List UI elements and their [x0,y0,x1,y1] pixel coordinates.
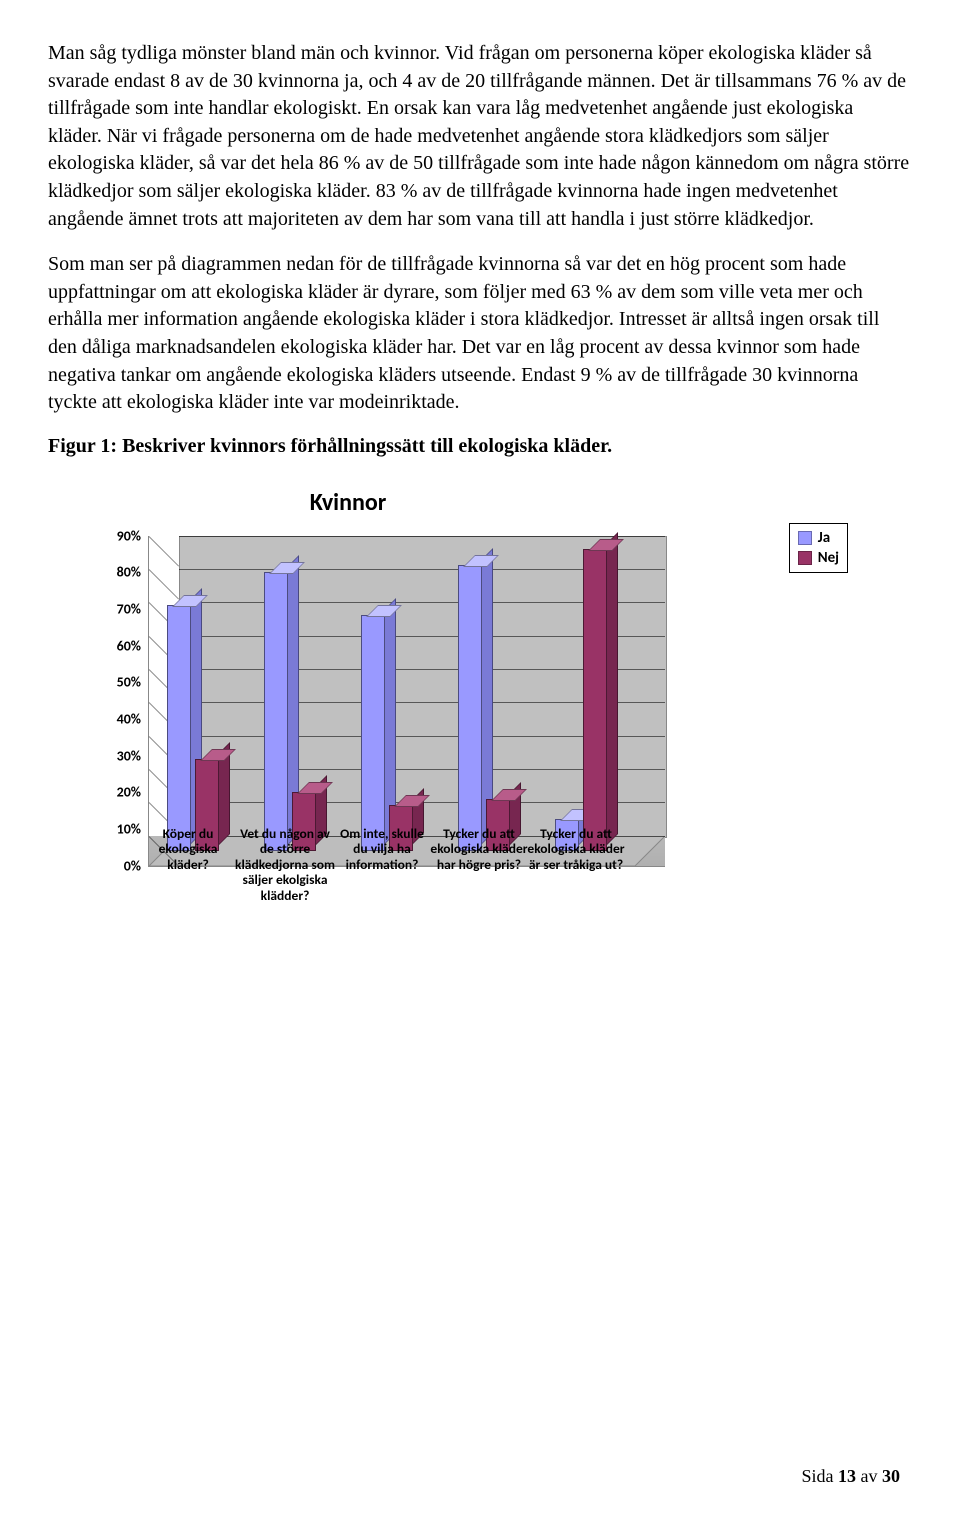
footer-page: 13 [838,1466,856,1486]
x-category-label: Köper du ekologiska kläder? [138,826,238,873]
body-paragraph-1: Man såg tydliga mönster bland män och kv… [48,40,912,233]
bar-chart: Kvinnor Ja Nej 0%10%20%30%40%50%60%70%80… [88,488,848,1008]
y-tick-label: 20% [91,784,141,801]
legend-swatch-nej [798,551,812,565]
figure-caption: Figur 1: Beskriver kvinnors förhållnings… [48,435,912,458]
body-paragraph-2: Som man ser på diagrammen nedan för de t… [48,251,912,417]
x-category-label: Om inte, skulle du vilja ha information? [332,826,432,873]
y-tick-label: 60% [91,637,141,654]
legend-item-nej: Nej [798,548,839,568]
x-category-label: Tycker du att ekologiska kläder är ser t… [526,826,626,873]
y-tick-label: 80% [91,564,141,581]
chart-plot-area: 0%10%20%30%40%50%60%70%80%90% [148,536,665,867]
footer-mid: av [856,1466,882,1486]
gridline [179,536,665,537]
chart-title: Kvinnor [88,488,608,517]
x-category-label: Vet du någon av de större klädkedjorna s… [235,826,335,904]
y-tick-label: 50% [91,674,141,691]
y-tick-label: 90% [91,527,141,544]
legend-label-nej: Nej [818,549,839,567]
y-tick-label: 70% [91,601,141,618]
legend-label-ja: Ja [818,529,830,547]
y-tick-label: 30% [91,747,141,764]
y-tick-label: 0% [91,857,141,874]
chart-legend: Ja Nej [789,523,848,573]
x-category-label: Tycker du att ekologiska kläder har högr… [429,826,529,873]
page-footer: Sida 13 av 30 [801,1466,900,1487]
y-tick-label: 40% [91,711,141,728]
legend-swatch-ja [798,531,812,545]
gridline-depth [149,569,179,599]
gridline-depth [149,536,179,566]
footer-prefix: Sida [801,1466,838,1486]
footer-total: 30 [882,1466,900,1486]
legend-item-ja: Ja [798,528,839,548]
y-tick-label: 10% [91,821,141,838]
